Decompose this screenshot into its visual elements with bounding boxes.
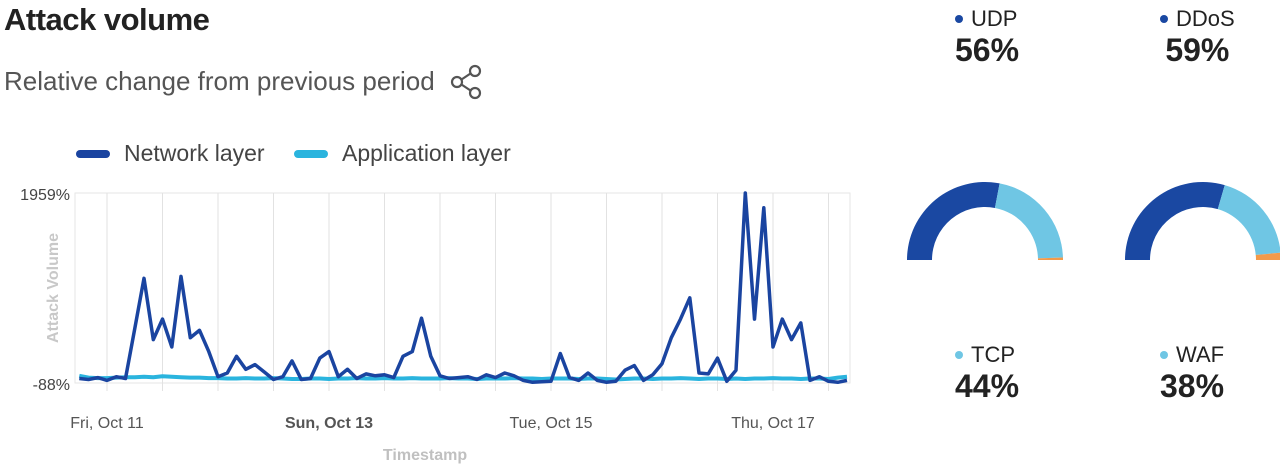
stat-udp: UDP 56% [955,6,1019,69]
gauge-segment [1255,252,1280,260]
stat-tcp: TCP 44% [955,342,1019,405]
dot-icon [1160,15,1168,23]
stat-label-text: DDoS [1176,6,1235,31]
gauge-segment [1125,182,1225,260]
legend-label: Application layer [342,140,511,166]
series-line-network-layer [79,191,848,385]
y-tick-label: 1959% [20,187,70,204]
x-tick-label: Thu, Oct 17 [731,415,815,432]
gauge-segment [907,181,1000,260]
stat-label: UDP [955,6,1019,32]
dot-icon [955,351,963,359]
gauge-segment [994,183,1063,259]
stat-label-text: WAF [1176,342,1225,367]
x-axis-label: Timestamp [383,447,467,464]
gauge-segment [1217,185,1280,256]
legend-swatch [76,149,110,158]
legend-application-layer[interactable]: Application layer [294,140,511,167]
dot-icon [955,15,963,23]
stat-label-text: UDP [971,6,1018,31]
subtitle: Relative change from previous period [4,66,435,96]
stat-waf: WAF 38% [1160,342,1224,405]
stat-value: 44% [955,368,1020,404]
stat-label: DDoS [1160,6,1235,32]
stat-label: TCP [955,342,1019,368]
gauge-segment [1037,257,1063,260]
legend-swatch [294,149,328,158]
x-tick-label: Sun, Oct 13 [285,415,373,432]
line-chart: 1959% -88% Attack Volume Timestamp Fri, … [20,187,851,464]
stat-ddos: DDoS 59% [1160,6,1235,69]
stat-value: 59% [1165,32,1230,68]
stat-value: 38% [1160,368,1225,404]
x-tick-label: Fri, Oct 11 [70,415,144,432]
plot-frame [74,192,851,384]
stat-label-text: TCP [971,342,1015,367]
x-tick-label: Tue, Oct 15 [510,415,593,432]
stat-value: 56% [955,32,1020,68]
y-tick-label: -88% [33,377,70,394]
page-title: Attack volume [4,2,210,37]
share-icon[interactable] [450,64,484,100]
y-axis-label: Attack Volume [45,233,62,343]
dot-icon [1160,351,1168,359]
legend-network-layer[interactable]: Network layer [76,140,265,167]
stat-label: WAF [1160,342,1224,368]
legend-label: Network layer [124,140,265,166]
